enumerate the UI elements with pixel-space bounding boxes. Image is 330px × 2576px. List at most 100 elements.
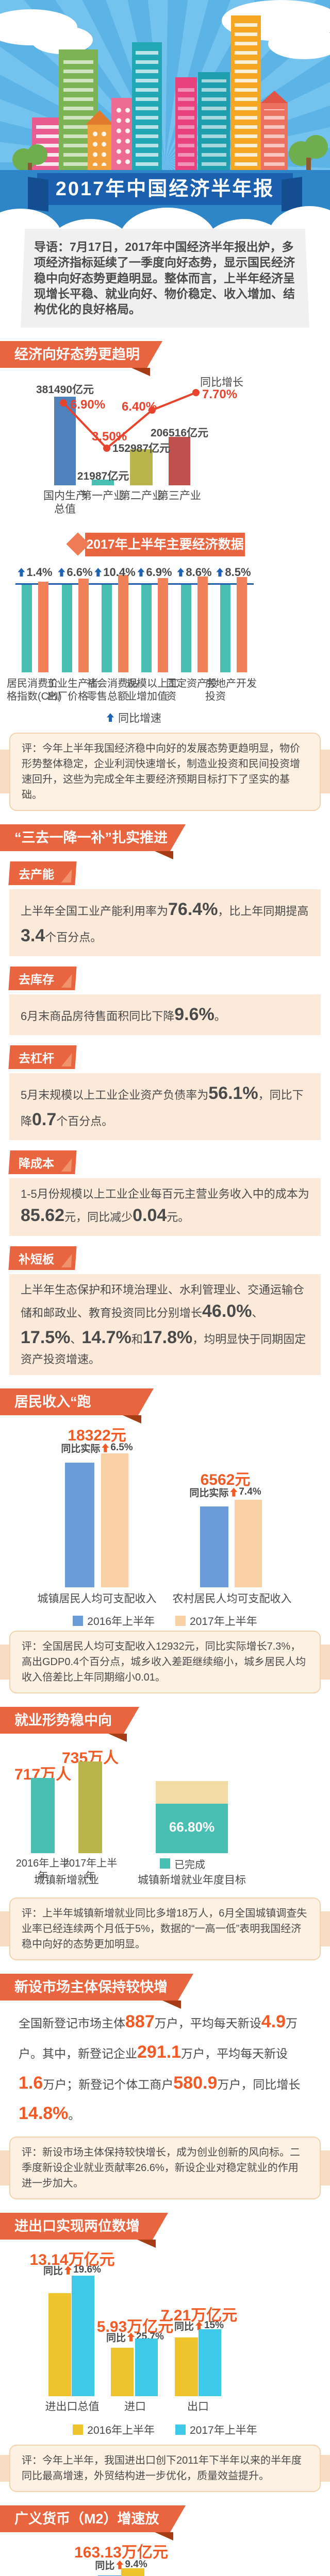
ribbon-fold-icon (108, 1733, 127, 1742)
section-banner-trade: 进出口实现两位数增长 (0, 2212, 168, 2261)
item-tag: 补短板 (8, 1246, 77, 1270)
secondary-pct: 6.40% (122, 399, 157, 414)
ribbon-tail-icon (153, 2212, 168, 2240)
trade-chart: 13.14万亿元 同比 19.6% 5.93万亿元 同比 25.7% 7.21万亿元… (0, 2247, 330, 2417)
bar-industry-teal (141, 584, 152, 672)
m2-balance-value: 163.13万亿元 (74, 2544, 168, 2561)
comment-income: 评：全国居民人均可支配收入12932元，同比实际增长7.3%，高出GDP0.4个… (0, 1630, 330, 1693)
up-arrow-icon (58, 568, 65, 577)
comment-trade: 评：今年上半年，我国进出口创下2011年下半年以来的半年度同比最高增速，外贸结构… (0, 2444, 330, 2492)
building-teal2 (198, 72, 230, 170)
item-text: 1-5月份规模以上工业企业每百元主营业务收入中的成本为85.62元，同比减少0.… (9, 1178, 321, 1236)
bar-cpi-orange (38, 581, 48, 672)
cat-import: 进口 (124, 2400, 146, 2413)
section-banner-indicators: 2017年上半年主要经济数据 (66, 532, 245, 556)
building-magenta (175, 77, 197, 170)
bar-ppi-orange (78, 578, 89, 672)
primary-pct: 3.50% (92, 429, 127, 444)
ribbon-fold-icon (137, 2239, 156, 2248)
right-chart-label: 城镇新增就业年度目标 (138, 1874, 246, 1886)
up-arrow-icon (216, 568, 224, 577)
bar-import-2017 (135, 2338, 158, 2396)
bar-m2-2016 (98, 2575, 121, 2576)
import-value: 5.93万亿元 (96, 2318, 174, 2335)
section-title: 广义货币（M2）增速放缓 (14, 2511, 159, 2553)
primary-value: 21987亿元 (77, 470, 129, 482)
ribbon-tail-icon (147, 341, 162, 368)
ribbon-tail-icon (170, 2505, 186, 2532)
bar-import-2016 (111, 2347, 134, 2396)
tree-icon (289, 135, 328, 171)
comment-employment: 评：上半年城镇新增就业同比多增18万人，6月全国城镇调查失业率已经连续两个月低于… (0, 1897, 330, 1960)
cat-realestate: 房地产开发投资 (205, 677, 257, 702)
cat-retail: 社会消费品零售总额 (87, 677, 138, 702)
bar-employment-2017 (78, 1761, 102, 1853)
section-title: 进出口实现两位数增长 (14, 2218, 140, 2261)
cat-gdp-total: 国内生产总值 (43, 489, 87, 516)
tertiary-value: 206516亿元 (150, 427, 209, 439)
bar-target-completed (156, 1803, 228, 1853)
bar-m2-2017 (121, 2568, 144, 2576)
rural-income-growth: 同比实际 7.4% (189, 1486, 261, 1499)
bar-export-2017 (199, 2329, 221, 2396)
section-title: 经济向好态势更趋明显 (14, 346, 140, 389)
income-chart: 18322元 同比实际 6.5% 6562元 同比实际 7.4% 城镇居民人均可支配… (0, 1422, 330, 1628)
cat-export: 出口 (187, 2400, 209, 2413)
cat-primary: 第一产业 (81, 489, 124, 502)
up-arrow-icon (107, 713, 114, 722)
growth-line (60, 388, 200, 452)
ribbon-fold-icon (155, 851, 173, 859)
sanqu-item-inventory: 去库存 6月末商品房待售面积同比下降9.6%。 (0, 956, 330, 1035)
bar-rural-2016 (200, 1506, 228, 1587)
ribbon-tail-icon (178, 1973, 193, 2001)
m2-balance-growth: 同比 9.4% (95, 2559, 147, 2571)
bar-realestate-teal (220, 584, 230, 672)
bar-total-2016 (48, 2293, 71, 2396)
completed-legend: 已完成 (160, 1856, 205, 1871)
cat-cpi: 居民消费价格指数(CPI) (7, 677, 62, 702)
up-arrow-icon (177, 568, 185, 577)
indicators-legend: 同比增速 (0, 710, 268, 725)
up-arrow-icon (230, 1487, 238, 1497)
comment-market: 评：新设市场主体保持较快增长，成为创业创新的风向标。二季度新设企业就业贡献率26… (0, 2136, 330, 2199)
legend-swatch-2017 (175, 2424, 186, 2435)
urban-income-growth: 同比实际 6.5% (61, 1442, 133, 1454)
section-banner-income: 居民收入“跑赢”GDP (0, 1388, 154, 1436)
urban-income-value: 18322元 (68, 1427, 126, 1444)
bar-retail-teal (102, 584, 112, 672)
up-arrow-icon (94, 568, 102, 577)
bar-tertiary-industry (169, 436, 190, 485)
bar-ppi-teal (62, 584, 72, 672)
cat-total-trade: 进出口总值 (45, 2400, 100, 2413)
building-orange-tall (231, 15, 261, 170)
legend-label: 同比增速 (118, 712, 161, 724)
line-legend-label: 同比增长 (200, 376, 243, 388)
tertiary-pct: 7.70% (202, 387, 238, 401)
title-ribbon: 2017年中国经济半年报 (37, 173, 293, 205)
tree-icon (12, 144, 48, 173)
bar-secondary-industry (130, 449, 153, 485)
page-title: 2017年中国经济半年报 (55, 178, 275, 200)
up-arrow-icon (64, 2265, 72, 2275)
ribbon-fold-icon (155, 2532, 173, 2540)
up-arrow-icon (102, 1443, 109, 1452)
completed-pct: 66.80% (169, 1819, 215, 1835)
cat-fai: 固定资产投资 (166, 677, 218, 702)
market-paragraph: 全国新登记市场主体887万户，平均每天新设4.9万户。其中，新登记企业291.1… (19, 2011, 301, 2124)
item-text: 上半年全国工业产能利用率为76.4%，比上年同期提高3.4个百分点。 (9, 889, 321, 956)
comment-indicators: 评：今年上半年我国经济稳中向好的发展态势更趋明显，物价形势整体稳定，企业利润快速… (0, 732, 330, 811)
comment-text: 评：新设市场主体保持较快增长，成为创业创新的风向标。二季度新设企业就业贡献率26… (9, 2136, 321, 2199)
bar-export-2016 (175, 2337, 198, 2396)
section-title: 新设市场主体保持较快增长 (14, 1979, 168, 2022)
ribbon-fold-icon (123, 1415, 141, 1423)
income-legend: 2016年上半年 2017年上半年 (0, 1613, 330, 1629)
section-title: 2017年上半年主要经济数据 (86, 537, 244, 552)
baseline (15, 583, 254, 585)
cat-secondary: 第二产业 (120, 489, 163, 502)
bar-fai-orange (197, 576, 208, 672)
section-banner-gdp: 经济向好态势更趋明显 (0, 341, 162, 389)
ribbon-tail-icon (124, 1706, 139, 1734)
sanqu-item-capacity: 去产能 上半年全国工业产能利用率为76.4%，比上年同期提高3.4个百分点。 (0, 851, 330, 956)
cat-rural: 农村居民人均可支配收入 (172, 1592, 292, 1605)
bar-cpi-teal (22, 584, 32, 672)
